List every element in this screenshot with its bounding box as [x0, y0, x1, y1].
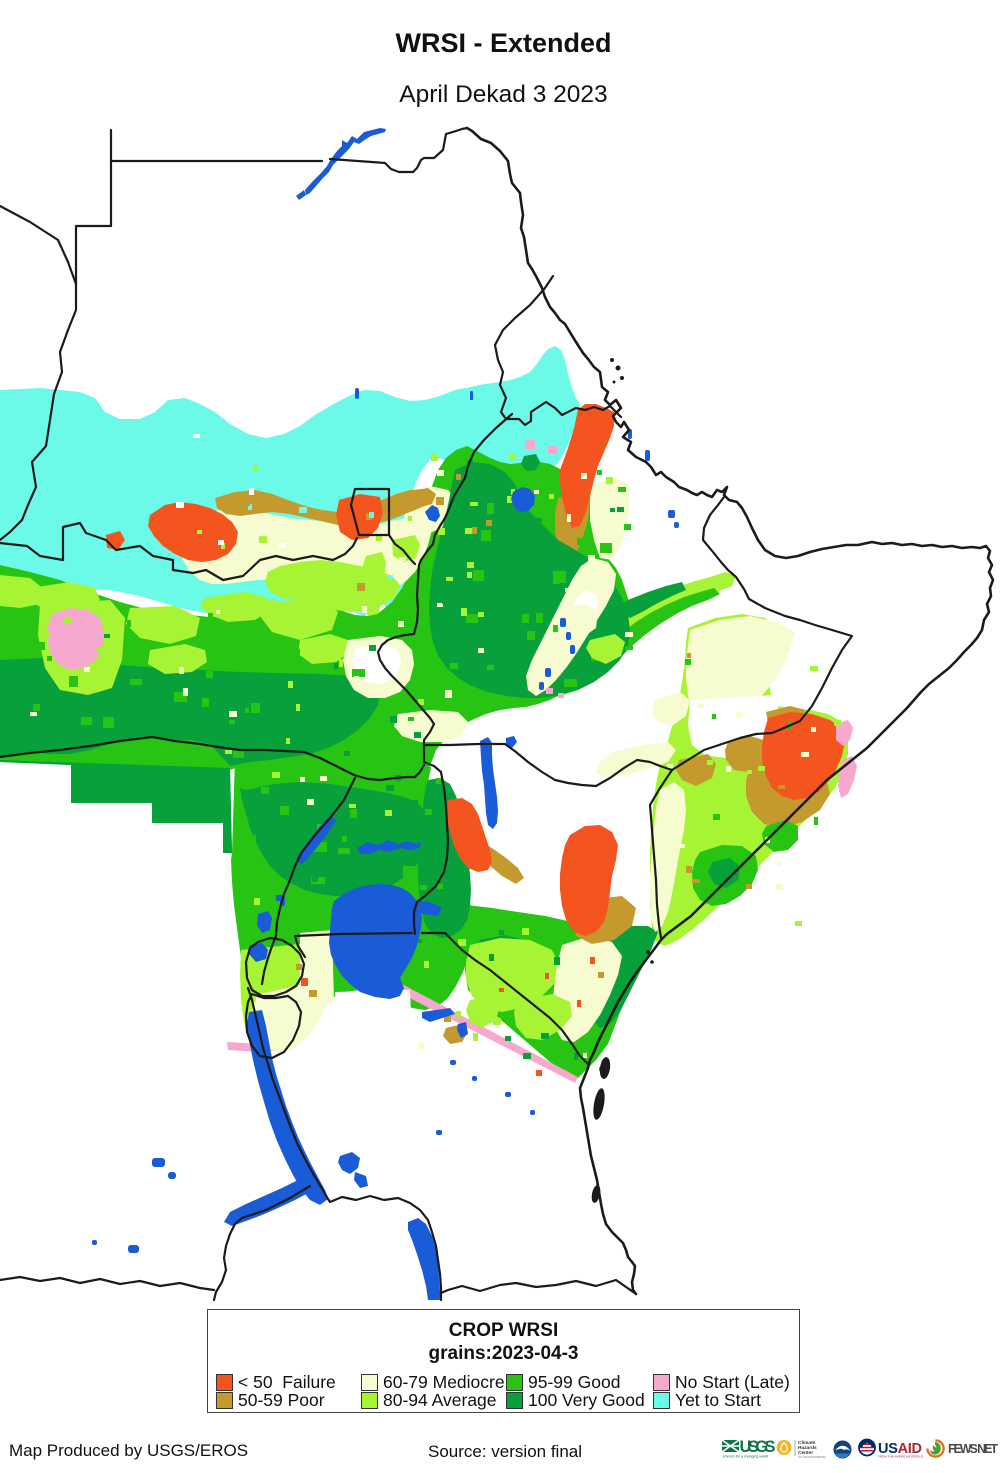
svg-text:Center: Center	[798, 1450, 813, 1456]
svg-text:Climate: Climate	[798, 1440, 816, 1446]
svg-text:science for a changing world: science for a changing world	[723, 1455, 770, 1459]
svg-text:USAID: USAID	[878, 1441, 922, 1457]
svg-text:FEWS NET: FEWS NET	[948, 1442, 998, 1456]
svg-text:UC SANTA BARBARA: UC SANTA BARBARA	[798, 1455, 826, 1459]
svg-text:FROM THE AMERICAN PEOPLE: FROM THE AMERICAN PEOPLE	[878, 1455, 923, 1459]
svg-text:Hazards: Hazards	[798, 1445, 817, 1451]
svg-text:USGS: USGS	[740, 1438, 776, 1456]
